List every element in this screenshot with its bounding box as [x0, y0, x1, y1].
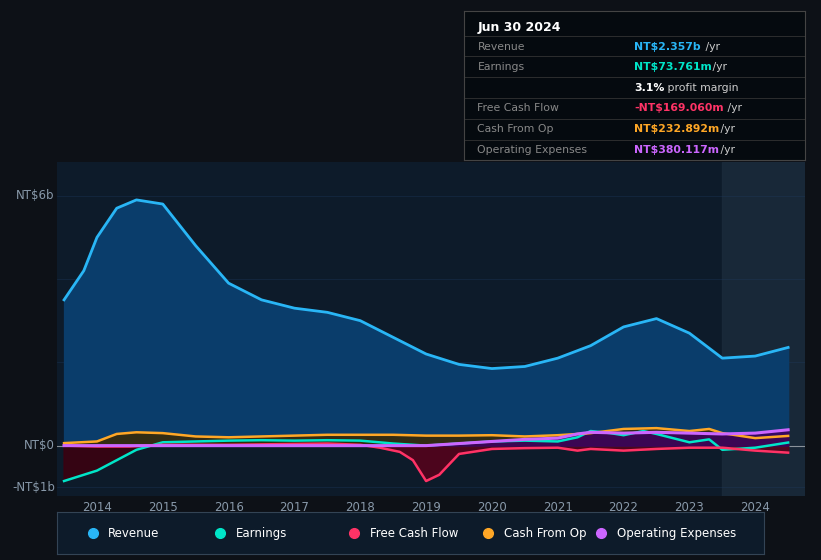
Text: NT$2.357b: NT$2.357b [635, 42, 701, 52]
Text: NT$73.761m: NT$73.761m [635, 62, 712, 72]
Text: /yr: /yr [709, 62, 727, 72]
Text: Revenue: Revenue [108, 527, 159, 540]
Text: profit margin: profit margin [664, 83, 739, 92]
Text: NT$380.117m: NT$380.117m [635, 145, 719, 155]
Text: /yr: /yr [724, 104, 742, 114]
Text: Operating Expenses: Operating Expenses [478, 145, 588, 155]
Text: Revenue: Revenue [478, 42, 525, 52]
Text: -NT$169.060m: -NT$169.060m [635, 104, 724, 114]
Text: NT$0: NT$0 [24, 439, 55, 452]
Text: Free Cash Flow: Free Cash Flow [369, 527, 458, 540]
Text: Operating Expenses: Operating Expenses [617, 527, 736, 540]
Text: Earnings: Earnings [478, 62, 525, 72]
Text: -NT$1b: -NT$1b [12, 481, 55, 494]
Text: Cash From Op: Cash From Op [504, 527, 586, 540]
Text: NT$232.892m: NT$232.892m [635, 124, 719, 134]
Text: Jun 30 2024: Jun 30 2024 [478, 21, 561, 34]
Text: /yr: /yr [702, 42, 720, 52]
Text: Free Cash Flow: Free Cash Flow [478, 104, 559, 114]
Text: Earnings: Earnings [236, 527, 287, 540]
Bar [722, 162, 821, 496]
Text: /yr: /yr [717, 124, 735, 134]
Text: Cash From Op: Cash From Op [478, 124, 554, 134]
Text: 3.1%: 3.1% [635, 83, 664, 92]
Text: NT$6b: NT$6b [16, 189, 55, 202]
Text: /yr: /yr [717, 145, 735, 155]
